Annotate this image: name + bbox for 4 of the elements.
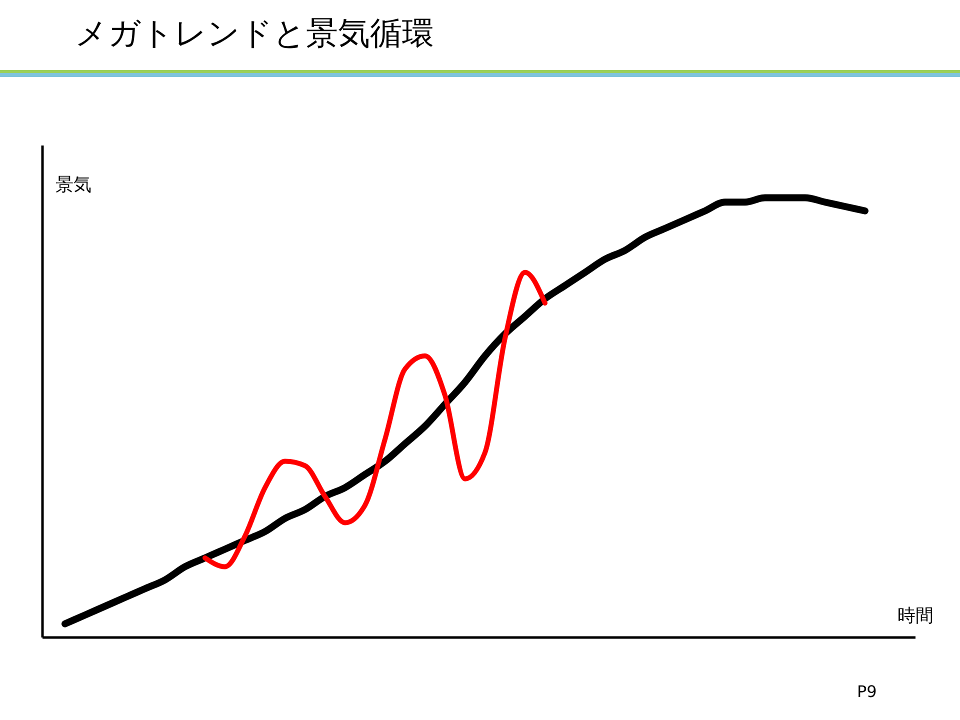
chart-title: メガトレンドと景気循環 xyxy=(75,13,434,54)
y-axis-title: 景気 xyxy=(56,174,92,196)
text: P9 xyxy=(857,682,877,701)
x-axis-title: 時間 xyxy=(898,606,934,626)
